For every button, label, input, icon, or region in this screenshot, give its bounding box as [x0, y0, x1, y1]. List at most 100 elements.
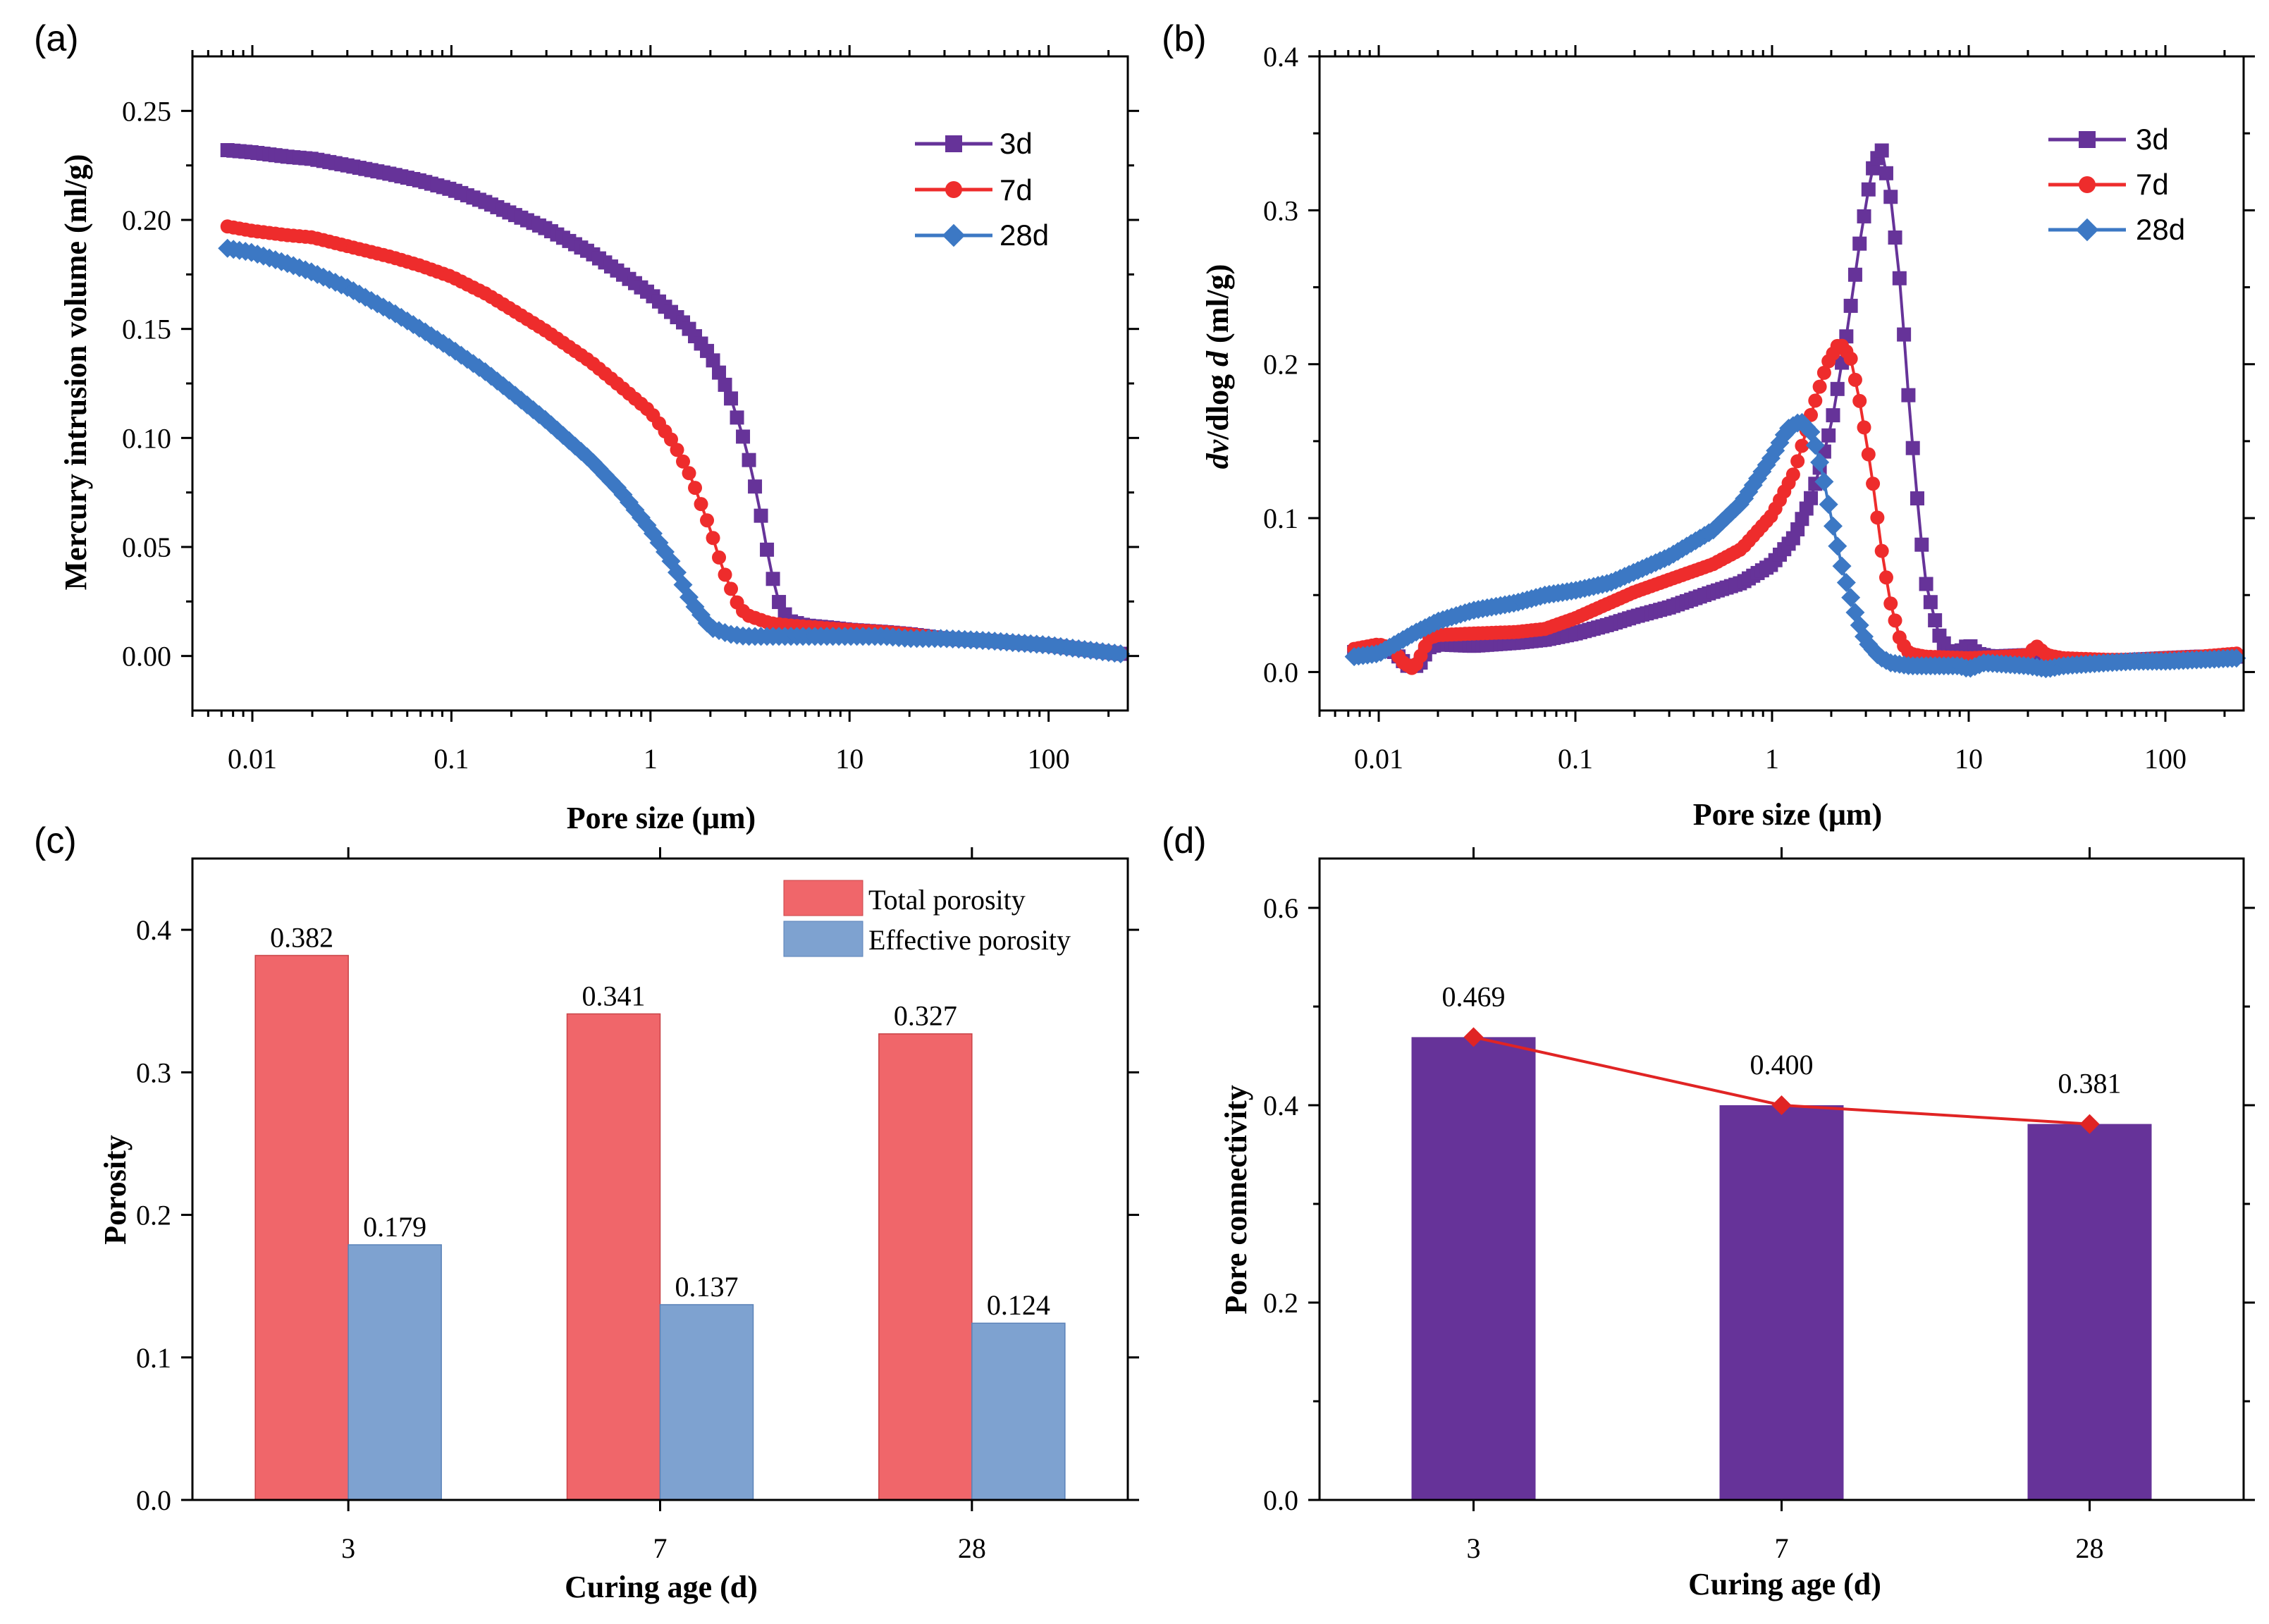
data-point-7d: [1790, 454, 1805, 469]
data-point-3d: [1919, 577, 1933, 591]
x-tick-label: 10: [835, 743, 863, 775]
data-label-effective-7: 0.137: [675, 1271, 739, 1303]
panel-a-plot: [218, 143, 1131, 664]
data-point-7d: [1812, 379, 1827, 394]
data-point-28d: [1810, 453, 1830, 472]
data-point-7d: [700, 513, 715, 528]
data-point-28d: [1841, 588, 1861, 608]
plot-frame: [191, 857, 1129, 1501]
panel-a: (a) 0.01 0.1 1 10 100 0.00 0.05 0.10 0.1…: [34, 18, 1139, 835]
x-tick-label: 0.01: [1354, 743, 1403, 775]
y-tick-label: 0.15: [122, 314, 171, 345]
bar-effective-7: [659, 1304, 754, 1501]
x-axis-title: Curing age (d): [1688, 1567, 1881, 1601]
series-3d: [220, 143, 1128, 661]
bar-connectivity-3: [1411, 1037, 1536, 1500]
y-axis-title: Pore connectivity: [1219, 1085, 1253, 1314]
data-point-28d: [1814, 472, 1834, 491]
data-point-7d: [1883, 596, 1898, 611]
data-label-28: 0.381: [2058, 1068, 2122, 1100]
panel-a-y-tick-labels: 0.00 0.05 0.10 0.15 0.20 0.25: [122, 95, 171, 672]
data-point-3d: [765, 572, 780, 586]
legend-marker-28d: [942, 223, 966, 247]
x-tick-label: 0.01: [228, 743, 277, 775]
data-point-7d: [724, 582, 739, 596]
data-point-3d: [1897, 327, 1912, 342]
data-label-total-28: 0.327: [894, 1000, 957, 1032]
data-point-7d: [694, 497, 708, 512]
data-point-28d: [1111, 644, 1131, 664]
data-point-7d: [670, 443, 684, 457]
data-point-28d: [1819, 495, 1838, 515]
data-point-3d: [1883, 190, 1898, 204]
legend-label-total: Total porosity: [868, 884, 1026, 916]
legend-label-3d: 3d: [1000, 127, 1033, 160]
data-label-7: 0.400: [1750, 1049, 1814, 1081]
y-axis-title-part: (ml/g): [1200, 264, 1235, 351]
data-point-3d: [754, 508, 768, 523]
data-label-total-3: 0.382: [270, 922, 333, 954]
panel-c-frame: [181, 847, 1139, 1511]
panel-a-legend: 3d 7d 28d: [915, 127, 1049, 252]
data-point-28d: [1823, 516, 1843, 536]
panel-b-frame: [1308, 45, 2255, 722]
y-axis-title: Porosity: [98, 1135, 133, 1245]
data-point-7d: [1808, 393, 1823, 408]
legend-label-28d: 28d: [1000, 219, 1049, 252]
y-tick-label: 0.25: [122, 95, 171, 127]
y-tick-label: 0.00: [122, 641, 171, 672]
data-point-7d: [1795, 438, 1809, 453]
data-point-3d: [712, 365, 727, 380]
panel-b: (b) 0.01 0.1 1 10 100 0.0 0.1 0.2 0.3 0.…: [1162, 18, 2255, 832]
connectivity-point-28: [2079, 1114, 2100, 1134]
y-axis-title-part: d: [1200, 350, 1235, 367]
panel-a-frame: [181, 45, 1139, 722]
y-tick-label: 0.4: [1263, 41, 1298, 73]
y-tick-label: 0.4: [136, 914, 171, 946]
bar-connectivity-7: [1719, 1105, 1844, 1500]
data-point-3d: [1892, 271, 1907, 285]
data-point-7d: [1870, 510, 1885, 525]
x-tick-label: 0.1: [433, 743, 469, 775]
legend-marker-28d: [2075, 218, 2099, 242]
x-tick-label: 28: [958, 1532, 986, 1564]
x-tick-label: 10: [1955, 743, 1983, 775]
data-point-7d: [1874, 543, 1889, 558]
data-point-28d: [1805, 436, 1825, 455]
data-point-3d: [730, 410, 744, 425]
data-point-3d: [1914, 537, 1929, 552]
y-tick-label: 0.05: [122, 531, 171, 563]
x-tick-label: 100: [1028, 743, 1070, 775]
y-axis-title: Mercury intrusion volume (ml/g): [59, 154, 93, 591]
data-point-3d: [1804, 491, 1819, 505]
y-tick-label: 0.2: [1263, 1287, 1298, 1319]
data-point-7d: [663, 432, 678, 447]
data-point-3d: [772, 595, 787, 610]
panel-d-data-labels: 0.469 0.400 0.381: [1442, 980, 2122, 1099]
legend-marker-7d: [945, 181, 962, 198]
data-point-7d: [688, 481, 703, 496]
legend-label-3d: 3d: [2136, 123, 2169, 156]
data-point-7d: [1878, 570, 1893, 585]
data-point-7d: [1843, 351, 1858, 366]
bar-connectivity-28: [2027, 1124, 2152, 1500]
connectivity-point-3: [1463, 1027, 1484, 1047]
x-tick-label: 28: [2076, 1532, 2104, 1564]
bar-total-3: [254, 954, 349, 1501]
data-point-3d: [1878, 166, 1893, 180]
data-point-7d: [1861, 447, 1876, 462]
series-28d: [1344, 412, 2246, 679]
data-point-7d: [1866, 476, 1881, 491]
data-point-3d: [706, 353, 720, 368]
data-label-3: 0.469: [1442, 980, 1506, 1012]
x-tick-label: 100: [2144, 743, 2187, 775]
x-axis-title: Pore size (μm): [567, 801, 756, 835]
x-axis-title: Pore size (μm): [1693, 797, 1882, 832]
x-tick-label: 1: [1765, 743, 1779, 775]
series-line-7d: [1353, 344, 2237, 670]
legend-label-7d: 7d: [1000, 173, 1033, 207]
panel-b-legend: 3d 7d 28d: [2048, 123, 2185, 246]
series-line-3d: [1353, 146, 2237, 668]
data-point-3d: [760, 542, 775, 557]
y-tick-label: 0.0: [136, 1484, 171, 1516]
